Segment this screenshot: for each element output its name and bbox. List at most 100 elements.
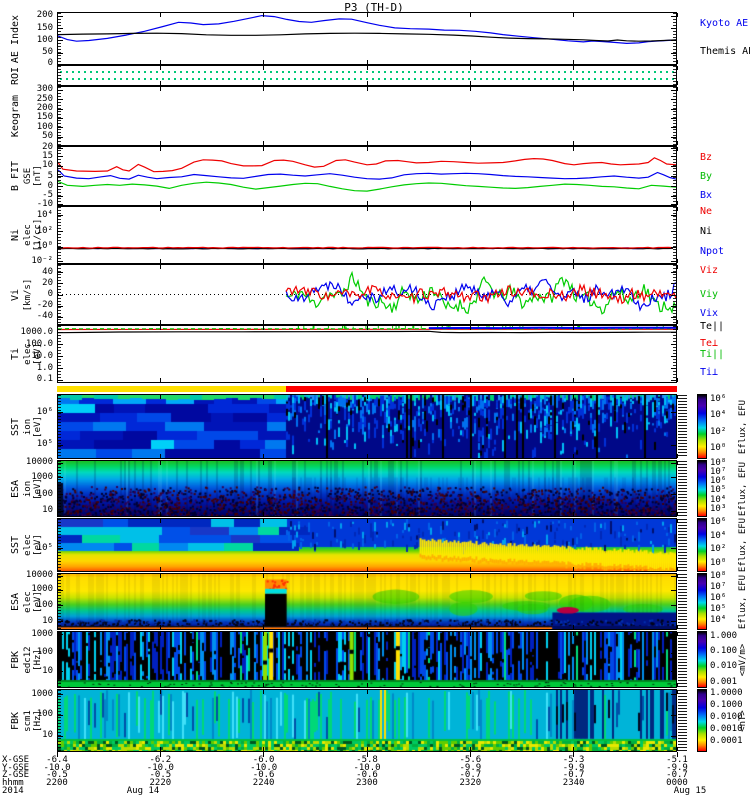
- bfit-legend-label: Bz: [700, 152, 713, 163]
- bfit-time-tick: [56, 147, 58, 151]
- vi-time-tick: [366, 265, 368, 269]
- bfit-ytick-label: 0: [47, 180, 53, 191]
- ae-ytick-mark: [58, 28, 63, 30]
- roi-time-tick: [573, 81, 575, 85]
- ephemeris-value: -5.8: [356, 755, 378, 765]
- fbk_scm1-colorbar-unit: <nT>: [738, 709, 748, 732]
- ae-ytick-mark: [671, 28, 676, 30]
- keo-time-tick: [469, 141, 471, 145]
- sst_elec-ytick-mark: [58, 548, 63, 550]
- roi-time-tick: [56, 66, 58, 70]
- ephemeris-value: -9.9: [562, 762, 585, 773]
- keo-ytick-label: 200: [36, 103, 53, 113]
- bottom-axis-tick: [676, 752, 678, 757]
- sst_elec-time-tick: [676, 567, 678, 571]
- vi-ytick-mark: [671, 316, 676, 318]
- ephemeris-value: -5.3: [562, 755, 585, 765]
- ephemeris-value: -10.0: [146, 762, 174, 773]
- sst_ion-colorbar-tick: 10⁶: [710, 394, 727, 405]
- fbk_edc12-ytick-mark: [58, 634, 63, 636]
- fbk_edc12-time-tick: [159, 683, 161, 687]
- minor-tick-comb: [58, 13, 61, 64]
- keo-time-tick: [159, 141, 161, 145]
- sst_ion-time-tick: [56, 454, 58, 458]
- bfit-ytick-mark: [58, 195, 63, 197]
- ni-time-tick: [573, 259, 575, 263]
- fbk_edc12-time-tick: [263, 683, 265, 687]
- roi-dotted-line: [60, 71, 676, 74]
- bfit-ytick-mark: [671, 204, 676, 206]
- esa_elec-time-tick: [56, 574, 58, 578]
- ni-plot-lines: [58, 246, 674, 250]
- esa_elec-time-tick: [573, 574, 575, 578]
- ti-plot-lines: [58, 326, 676, 334]
- bfit-time-tick: [159, 147, 161, 151]
- time-label: 2240: [252, 777, 275, 788]
- bfit-time-tick: [676, 201, 678, 205]
- fbk_scm1-time-tick: [159, 747, 161, 751]
- vi-time-tick: [366, 320, 368, 324]
- esa_ion-colorbar-unit: Eflux, EFU: [738, 461, 748, 516]
- ti-legend-label: Ti||: [700, 349, 725, 361]
- ni-time-tick: [469, 207, 471, 211]
- esa_elec-time-tick: [366, 574, 368, 578]
- minor-tick-comb: [673, 87, 676, 145]
- esa_ion-colorbar-tick: 10⁸: [710, 457, 727, 468]
- esa_elec-colorbar-tick: 10⁸: [710, 571, 727, 582]
- ae-time-tick: [366, 60, 368, 64]
- keo-ytick-mark: [671, 108, 676, 110]
- bfit-time-tick: [676, 147, 678, 151]
- keo-ytick-mark: [671, 136, 676, 138]
- sst_elec-time-tick: [366, 567, 368, 571]
- ni-time-tick: [469, 259, 471, 263]
- ae-time-tick: [469, 13, 471, 17]
- roi-time-tick: [263, 66, 265, 70]
- keo-ytick-mark: [671, 117, 676, 119]
- series-Te||: [58, 330, 676, 334]
- esa_ion-colorbar-tick: 10⁴: [710, 494, 727, 505]
- axis-row-label-y-gse: Y-GSE: [2, 762, 30, 773]
- esa_ion-ytick-mark: [671, 477, 676, 479]
- ti-time-tick: [56, 378, 58, 382]
- bfit-ytick-label: -10: [36, 198, 53, 209]
- esa_elec-time-tick: [676, 574, 678, 578]
- sst_ion-time-tick: [366, 454, 368, 458]
- vi-time-tick: [56, 265, 58, 269]
- sst_ion-axis-title: ion: [23, 418, 33, 435]
- esa_elec-time-tick: [573, 625, 575, 629]
- fbk_edc12-time-tick: [366, 632, 368, 636]
- ti-ytick-mark: [671, 379, 676, 381]
- fbk_scm1-time-tick: [573, 690, 575, 694]
- ae-time-tick: [366, 13, 368, 17]
- esa_ion-colorbar-tick: 10⁶: [710, 476, 727, 487]
- ti-ytick-label: 1000.0: [20, 326, 53, 337]
- fbk_edc12-time-tick: [159, 632, 161, 636]
- vi-ytick-mark: [58, 283, 63, 285]
- fbk_scm1-colorbar-tick: 0.0100: [710, 711, 743, 722]
- date-label-right: Aug 15: [673, 786, 707, 796]
- esa_elec-time-tick: [159, 625, 161, 629]
- ae-ytick-mark: [58, 63, 63, 65]
- vi-time-tick: [469, 320, 471, 324]
- sst_ion-time-tick: [676, 395, 678, 399]
- vi-ytick-label: 20: [42, 277, 53, 288]
- fbk_scm1-time-tick: [56, 747, 58, 751]
- vi-time-tick: [56, 320, 58, 324]
- panel-esa_ion: [57, 460, 677, 517]
- series-Ni: [58, 247, 674, 250]
- keo-ytick-label: 250: [36, 93, 53, 104]
- esa_elec-ytick-mark: [58, 589, 63, 591]
- esa_ion-time-tick: [159, 512, 161, 516]
- panel-vi: [57, 264, 677, 325]
- minor-tick-comb: [58, 207, 61, 263]
- sst_ion-time-tick: [573, 395, 575, 399]
- sst_elec-time-tick: [159, 519, 161, 523]
- ti-time-tick: [366, 326, 368, 330]
- panel-bfit: [57, 146, 677, 206]
- minor-tick-comb: [58, 66, 61, 85]
- bfit-ytick-label: 10: [42, 160, 53, 171]
- fbk_edc12-time-tick: [469, 632, 471, 636]
- ae-legend-label: Kyoto AE: [700, 17, 749, 29]
- keo-time-tick: [159, 87, 161, 91]
- esa_ion-ytick-mark: [671, 494, 676, 496]
